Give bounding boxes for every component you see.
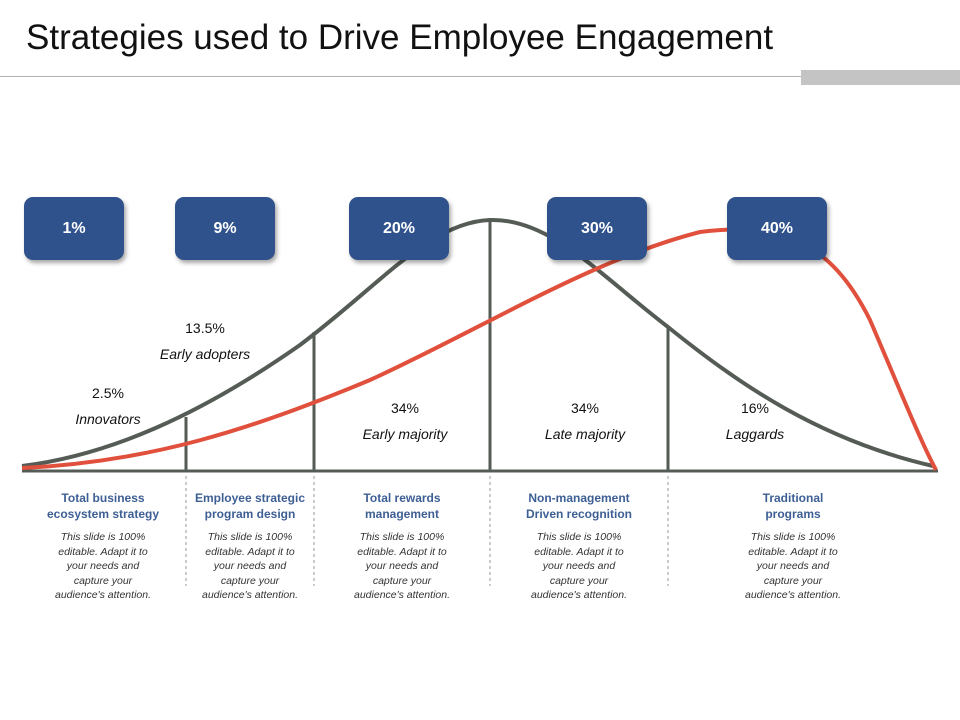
heading-line: Non-management	[528, 491, 630, 505]
heading-line: management	[364, 507, 440, 521]
heading-line: Employee strategic	[194, 491, 306, 505]
desc-line: editable. Adapt it to	[205, 545, 295, 558]
desc-line: capture your	[73, 574, 133, 587]
segment-name: Late majority	[544, 426, 626, 442]
heading-line: Traditional	[762, 491, 824, 505]
desc-line: This slide is 100%	[536, 531, 622, 543]
bell-curve	[21, 217, 934, 468]
desc-line: editable. Adapt it to	[748, 545, 838, 558]
desc-line: audience's attention.	[55, 589, 151, 601]
column-description: This slide is 100% editable. Adapt it to…	[505, 530, 653, 603]
desc-line: audience's attention.	[745, 589, 841, 601]
desc-line: your needs and	[542, 560, 616, 572]
desc-line: your needs and	[213, 560, 287, 572]
desc-line: capture your	[372, 574, 432, 587]
column-ecosystem-strategy: Total business ecosystem strategy This s…	[30, 490, 176, 603]
desc-line: editable. Adapt it to	[357, 545, 447, 558]
desc-line: editable. Adapt it to	[58, 545, 148, 558]
percent-box-1: 1%	[24, 197, 124, 260]
title-divider	[0, 76, 960, 77]
column-description: This slide is 100% editable. Adapt it to…	[720, 530, 866, 603]
column-recognition: Non-management Driven recognition This s…	[505, 490, 653, 603]
heading-line: ecosystem strategy	[46, 507, 160, 521]
segment-innovators: 2.5% Innovators	[48, 385, 168, 427]
column-rewards-management: Total rewards management This slide is 1…	[330, 490, 474, 603]
column-heading: Employee strategic program design	[183, 490, 317, 522]
percent-box-4: 30%	[547, 197, 647, 260]
percent-box-2: 9%	[175, 197, 275, 260]
segment-percent: 16%	[740, 400, 770, 416]
column-heading: Total rewards management	[330, 490, 474, 522]
heading-line: Driven recognition	[525, 507, 632, 521]
column-description: This slide is 100% editable. Adapt it to…	[330, 530, 474, 603]
desc-line: capture your	[220, 574, 280, 587]
column-description: This slide is 100% editable. Adapt it to…	[183, 530, 317, 603]
desc-line: This slide is 100%	[750, 531, 836, 543]
heading-line: program design	[204, 507, 296, 521]
segment-percent: 34%	[570, 400, 600, 416]
desc-line: capture your	[549, 574, 609, 587]
desc-line: This slide is 100%	[60, 531, 146, 543]
segment-percent: 13.5%	[185, 320, 225, 336]
heading-line: Total business	[61, 491, 145, 505]
segment-name: Early majority	[362, 426, 448, 442]
segment-early-majority: 34% Early majority	[340, 400, 470, 442]
slide-title: Strategies used to Drive Employee Engage…	[26, 18, 774, 57]
desc-line: your needs and	[66, 560, 140, 572]
desc-line: your needs and	[756, 560, 830, 572]
heading-line: Total rewards	[363, 491, 441, 505]
desc-line: capture your	[763, 574, 823, 587]
segment-name: Laggards	[725, 426, 785, 442]
desc-line: your needs and	[365, 560, 439, 572]
percent-box-5: 40%	[727, 197, 827, 260]
column-program-design: Employee strategic program design This s…	[183, 490, 317, 603]
column-traditional-programs: Traditional programs This slide is 100% …	[720, 490, 866, 603]
segment-percent: 2.5%	[92, 385, 124, 401]
column-description: This slide is 100% editable. Adapt it to…	[30, 530, 176, 603]
segment-laggards: 16% Laggards	[690, 400, 820, 442]
heading-line: programs	[765, 507, 821, 521]
segment-late-majority: 34% Late majority	[520, 400, 650, 442]
segment-name: Innovators	[75, 411, 141, 427]
desc-line: This slide is 100%	[207, 531, 293, 543]
desc-line: audience's attention.	[202, 589, 298, 601]
percent-box-3: 20%	[349, 197, 449, 260]
desc-line: editable. Adapt it to	[534, 545, 624, 558]
title-accent-bar	[801, 70, 960, 85]
column-heading: Total business ecosystem strategy	[30, 490, 176, 522]
segment-early-adopters: 13.5% Early adopters	[140, 320, 270, 362]
segment-percent: 34%	[390, 400, 420, 416]
column-heading: Traditional programs	[720, 490, 866, 522]
segment-name: Early adopters	[159, 346, 251, 362]
desc-line: audience's attention.	[354, 589, 450, 601]
desc-line: audience's attention.	[531, 589, 627, 601]
column-heading: Non-management Driven recognition	[505, 490, 653, 522]
desc-line: This slide is 100%	[359, 531, 445, 543]
